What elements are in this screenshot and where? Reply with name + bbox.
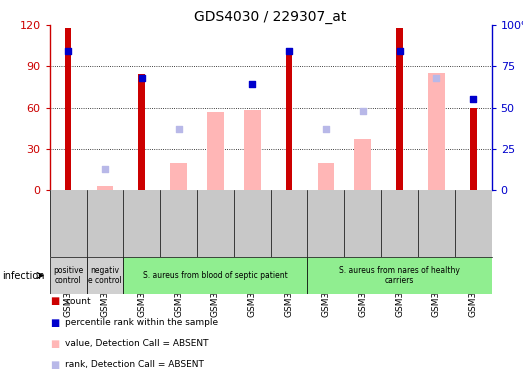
Text: infection: infection — [3, 270, 45, 281]
Bar — [139, 74, 145, 190]
Text: rank, Detection Call = ABSENT: rank, Detection Call = ABSENT — [65, 360, 204, 369]
Bar — [470, 108, 476, 190]
Text: ■: ■ — [50, 339, 59, 349]
Text: ■: ■ — [50, 318, 59, 328]
Text: ■: ■ — [50, 296, 59, 306]
Bar — [355, 139, 371, 190]
Bar — [123, 257, 308, 294]
Point — [248, 81, 256, 88]
Bar — [244, 110, 260, 190]
Point — [174, 126, 183, 132]
Bar — [86, 257, 123, 294]
Text: S. aureus from blood of septic patient: S. aureus from blood of septic patient — [143, 271, 288, 280]
Text: value, Detection Call = ABSENT: value, Detection Call = ABSENT — [65, 339, 209, 348]
Text: count: count — [65, 297, 91, 306]
Bar — [97, 186, 113, 190]
Point — [138, 75, 146, 81]
Point — [395, 48, 404, 55]
Bar — [396, 28, 403, 190]
Bar — [428, 73, 445, 190]
Bar — [65, 28, 72, 190]
Bar — [317, 162, 334, 190]
Text: ■: ■ — [50, 360, 59, 370]
Point — [322, 126, 330, 132]
Point — [101, 166, 109, 172]
Point — [469, 96, 477, 103]
Text: S. aureus from nares of healthy
carriers: S. aureus from nares of healthy carriers — [339, 266, 460, 285]
Bar — [207, 112, 224, 190]
Text: GDS4030 / 229307_at: GDS4030 / 229307_at — [195, 10, 347, 23]
Bar — [50, 257, 86, 294]
Text: negativ
e control: negativ e control — [88, 266, 122, 285]
Bar — [286, 54, 292, 190]
Text: positive
control: positive control — [53, 266, 83, 285]
Text: percentile rank within the sample: percentile rank within the sample — [65, 318, 219, 327]
Bar — [308, 257, 492, 294]
Point — [432, 75, 440, 81]
Point — [285, 48, 293, 55]
Point — [359, 108, 367, 114]
Bar — [170, 162, 187, 190]
Point — [64, 48, 72, 55]
